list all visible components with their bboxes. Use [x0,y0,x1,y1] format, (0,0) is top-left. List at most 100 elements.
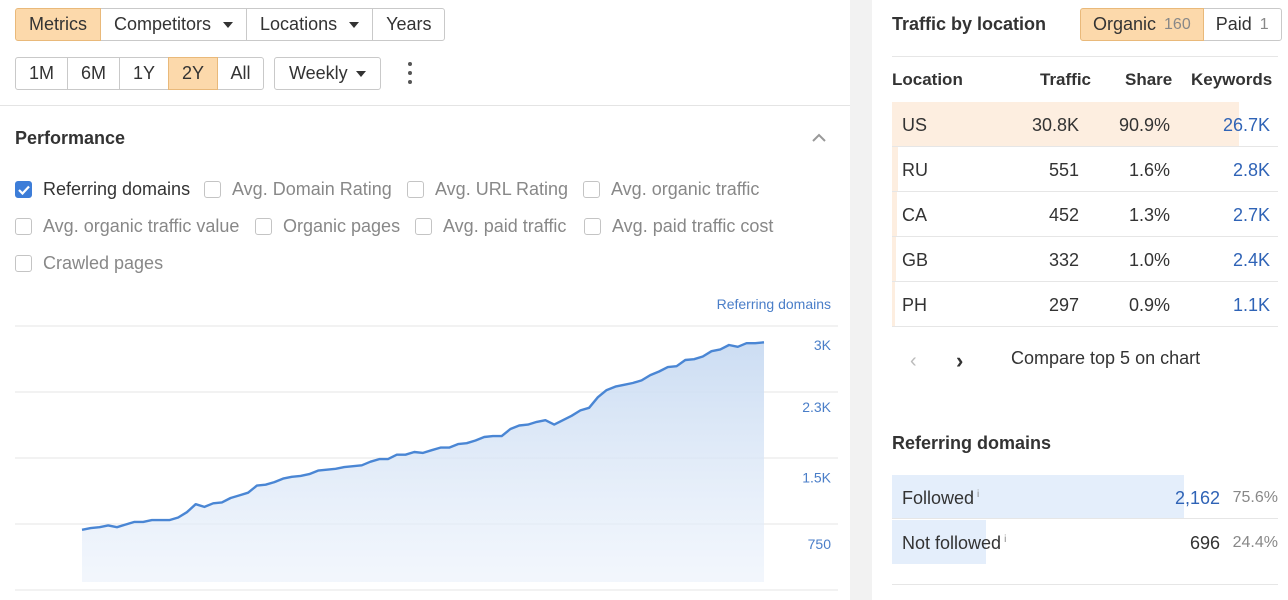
chevron-left-icon[interactable]: ‹ [910,350,917,372]
percent-value: 75.6% [1232,489,1278,506]
organic-paid-toggle: Organic 160 Paid 1 [1080,8,1282,41]
table-row[interactable]: CA 452 1.3% 2.7K [892,192,1278,236]
range-1m[interactable]: 1M [15,57,68,90]
metric-label: Avg. organic traffic [611,179,760,199]
chevron-right-icon[interactable]: › [956,348,964,373]
keywords-link[interactable]: 2.7K [1232,205,1270,225]
range-6m[interactable]: 6M [67,57,120,90]
traffic-cell: 452 [1048,205,1079,225]
share-bar [892,237,896,281]
row-label: Not followed i [902,533,1006,554]
share-bar [892,282,895,326]
keywords-link[interactable]: 26.7K [1222,115,1270,135]
metric-checkbox-avg-domain-rating[interactable]: Avg. Domain Rating [204,179,392,200]
traffic-cell: 297 [1048,295,1079,315]
interval-label: Weekly [289,63,348,83]
range-all[interactable]: All [217,57,264,90]
divider [892,56,1278,57]
share-bar [892,520,986,564]
main-panel: Metrics Competitors Locations Years 1M 6… [0,8,850,591]
checkbox-checked-icon [15,181,32,198]
range-selector: 1M 6M 1Y 2Y All [15,57,264,90]
divider [892,146,1278,147]
view-tabs: Metrics Competitors Locations Years [15,8,446,41]
table-row[interactable]: Followed i 2,162 75.6% [892,475,1278,519]
info-icon[interactable]: i [977,489,980,500]
metric-checkbox-avg-organic-traffic[interactable]: Avg. organic traffic [583,179,759,200]
referring-domains-card: Referring domains Followed i 2,162 75.6% Not… [872,410,1288,600]
column-header-location[interactable]: Location [892,70,963,89]
column-header-keywords[interactable]: Keywords [1191,70,1273,89]
range-2y[interactable]: 2Y [168,57,218,90]
tab-years[interactable]: Years [372,8,446,41]
referring-domains-chart: 3K 2.3K 1.5K 750 [15,325,838,591]
checkbox-icon [255,218,272,235]
range-1y[interactable]: 1Y [119,57,169,90]
percent-value: 24.4% [1232,534,1278,551]
metric-checkbox-crawled-pages[interactable]: Crawled pages [15,253,163,274]
table-row[interactable]: GB 332 1.0% 2.4K [892,237,1278,281]
metric-label: Referring domains [43,179,191,199]
metric-checkbox-organic-pages[interactable]: Organic pages [255,216,400,237]
row-label-text: Not followed [902,533,1002,553]
toggle-organic[interactable]: Organic 160 [1080,8,1204,41]
keywords-link[interactable]: 1.1K [1232,295,1270,315]
checkbox-icon [584,218,601,235]
checkbox-icon [583,181,600,198]
tab-metrics[interactable]: Metrics [15,8,101,41]
metric-label: Avg. paid traffic [443,216,567,236]
metric-checkbox-avg-url-rating[interactable]: Avg. URL Rating [407,179,568,200]
share-cell: 1.3% [1128,205,1170,225]
compare-top5-link[interactable]: Compare top 5 on chart [1011,348,1201,368]
toggle-label: Organic [1093,14,1157,34]
section-title: Performance [15,128,126,148]
column-header-share[interactable]: Share [1125,70,1173,89]
keywords-link[interactable]: 2.4K [1232,250,1270,270]
metric-checkbox-avg-paid-traffic[interactable]: Avg. paid traffic [415,216,566,237]
location-cell: PH [902,295,928,315]
divider [892,191,1278,192]
tab-competitors[interactable]: Competitors [100,8,248,41]
chevron-up-icon[interactable] [812,131,826,145]
divider [892,518,1278,519]
share-cell: 1.0% [1128,250,1170,270]
traffic-by-location-card: Traffic by location Organic 160 Paid 1 Loc… [872,0,1288,390]
caret-down-icon [355,70,366,77]
count-value: 696 [1189,533,1220,553]
panel-gap [850,0,872,600]
traffic-cell: 551 [1048,160,1079,180]
divider [892,584,1278,585]
toggle-label: Paid [1215,14,1252,34]
traffic-cell: 30.8K [1031,115,1079,135]
checkbox-icon [15,255,32,272]
tab-locations[interactable]: Locations [246,8,374,41]
divider [892,281,1278,282]
kebab-icon[interactable] [404,62,416,84]
interval-select[interactable]: Weekly [274,57,381,90]
divider [0,105,850,106]
info-icon[interactable]: i [1004,534,1007,545]
checkbox-icon [15,218,32,235]
caret-down-icon [223,21,234,28]
metric-checkbox-avg-paid-traffic-cost[interactable]: Avg. paid traffic cost [584,216,773,237]
table-row[interactable]: PH 297 0.9% 1.1K [892,282,1278,326]
card-title: Referring domains [892,433,1052,453]
divider [892,236,1278,237]
table-row[interactable]: US 30.8K 90.9% 26.7K [892,102,1278,146]
toggle-paid[interactable]: Paid 1 [1202,8,1282,41]
column-header-traffic[interactable]: Traffic [1040,70,1092,89]
card-title: Traffic by location [892,14,1047,34]
metric-label: Crawled pages [43,253,164,273]
table-row[interactable]: Not followed i 696 24.4% [892,520,1278,564]
series-line[interactable] [81,341,765,531]
caret-down-icon [349,21,360,28]
y-tick-label: 750 [808,536,832,552]
metric-checkbox-avg-organic-traffic-value[interactable]: Avg. organic traffic value [15,216,239,237]
keywords-link[interactable]: 2.8K [1232,160,1270,180]
divider [892,326,1278,327]
table-row[interactable]: RU 551 1.6% 2.8K [892,147,1278,191]
tab-locations-label: Locations [260,14,338,34]
metric-checkbox-referring-domains[interactable]: Referring domains [15,179,190,200]
y-tick-label: 3K [814,337,832,353]
count-link[interactable]: 2,162 [1174,488,1220,508]
